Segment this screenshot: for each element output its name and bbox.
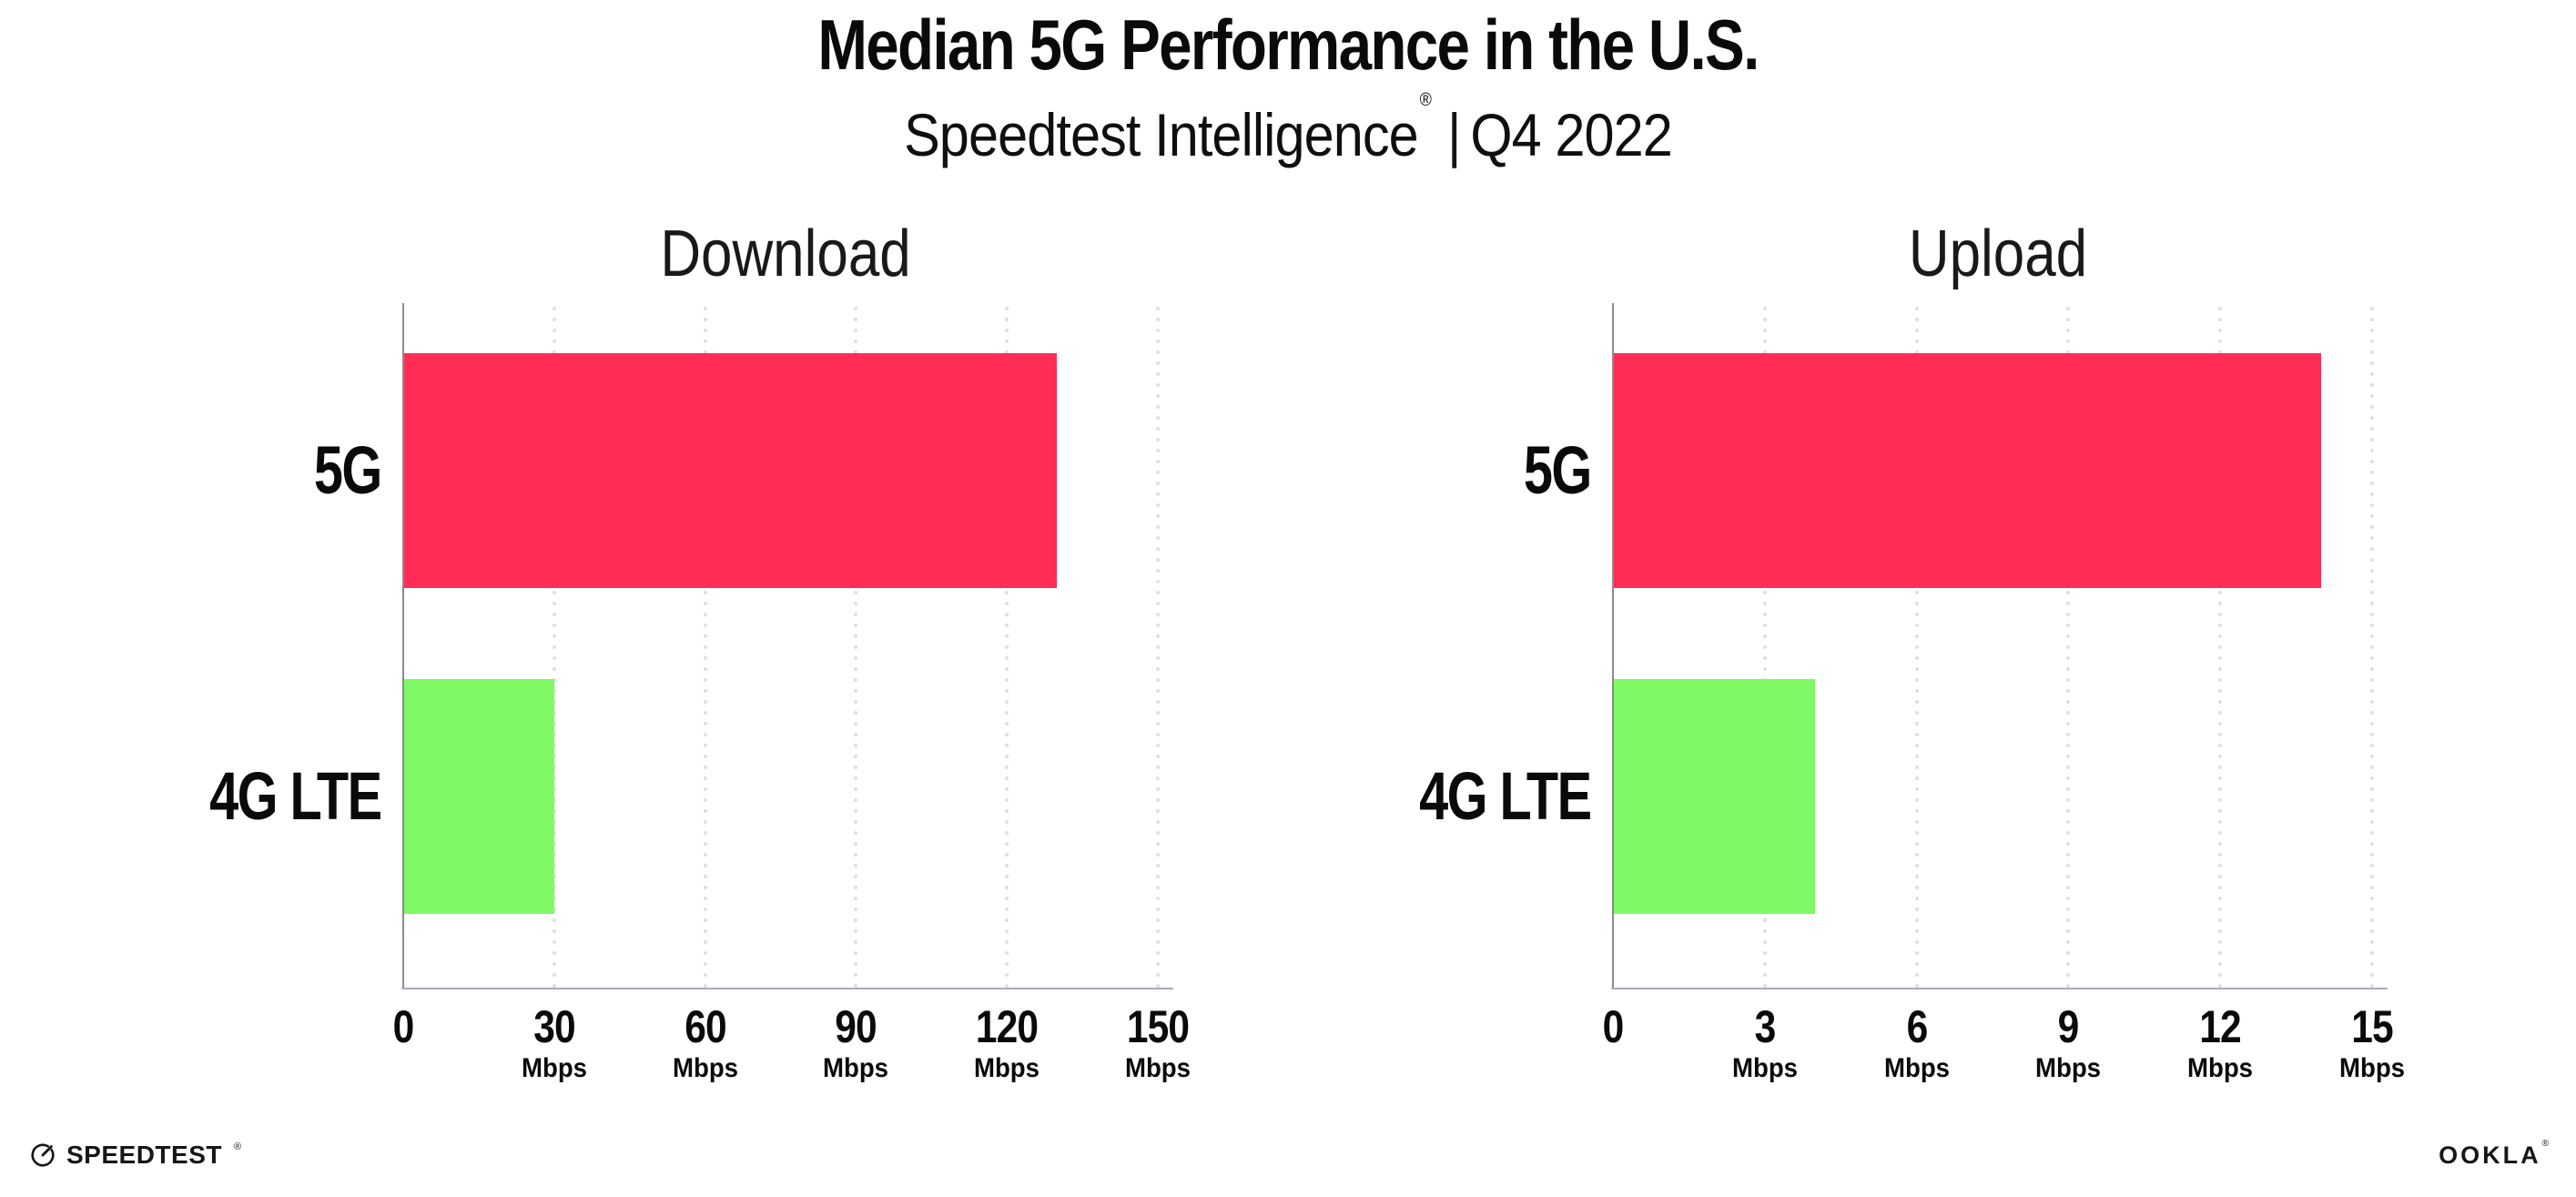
speedtest-logo: SPEEDTEST ® bbox=[29, 1141, 241, 1169]
x-tick-9: 9 Mbps bbox=[2033, 1004, 2104, 1082]
x-tick-unit: Mbps bbox=[823, 1053, 889, 1083]
x-tick-3: 3 Mbps bbox=[1729, 1004, 1800, 1082]
gridline-9 bbox=[2066, 303, 2071, 988]
x-tick-6: 6 Mbps bbox=[1881, 1004, 1952, 1082]
x-tick-value: 12 bbox=[2199, 1001, 2241, 1052]
x-tick-unit: Mbps bbox=[2035, 1053, 2102, 1083]
x-tick-unit: Mbps bbox=[672, 1053, 738, 1083]
subtitle-separator: | bbox=[1446, 101, 1461, 168]
x-tick-value: 3 bbox=[1754, 1001, 1776, 1052]
x-axis-line bbox=[1611, 988, 2388, 989]
x-tick-value: 60 bbox=[684, 1001, 726, 1052]
x-tick-90: 90 Mbps bbox=[820, 1004, 891, 1082]
gridline-30 bbox=[552, 303, 556, 988]
ookla-registered-mark: ® bbox=[2541, 1139, 2549, 1149]
subtitle-period: Q4 2022 bbox=[1470, 101, 1672, 168]
category-label-4g-lte: 4G LTE bbox=[1419, 758, 1593, 834]
gridline-150 bbox=[1155, 303, 1160, 988]
download-chart-panel: Download 5G 4G LTE 0 30 Mbps 60 Mbps 90 Mbps 120 Mb… bbox=[210, 221, 1191, 1082]
x-tick-unit: Mbps bbox=[1124, 1053, 1191, 1083]
x-tick-0: 0 bbox=[391, 1004, 416, 1050]
x-tick-120: 120 Mbps bbox=[970, 1004, 1043, 1082]
gridline-90 bbox=[854, 303, 858, 988]
gridline-6 bbox=[1914, 303, 1919, 988]
bar-4g-lte bbox=[403, 679, 554, 914]
x-tick-unit: Mbps bbox=[521, 1053, 587, 1083]
x-tick-value: 0 bbox=[1602, 1001, 1625, 1052]
category-label-5g: 5G bbox=[314, 432, 382, 508]
x-tick-value: 150 bbox=[1126, 1001, 1190, 1052]
gridline-12 bbox=[2218, 303, 2223, 988]
category-label-5g: 5G bbox=[1524, 432, 1592, 508]
x-tick-unit: Mbps bbox=[2187, 1053, 2254, 1083]
x-tick-value: 6 bbox=[1906, 1001, 1928, 1052]
x-tick-unit: Mbps bbox=[1731, 1053, 1798, 1083]
figure-title: Median 5G Performance in the U.S. bbox=[817, 5, 1760, 85]
x-tick-12: 12 Mbps bbox=[2185, 1004, 2256, 1082]
gridline-15 bbox=[2369, 303, 2374, 988]
x-tick-value: 90 bbox=[835, 1001, 877, 1052]
x-tick-unit: Mbps bbox=[1883, 1053, 1950, 1083]
panel-title-download: Download bbox=[660, 218, 911, 290]
x-tick-value: 30 bbox=[532, 1001, 575, 1052]
gridline-120 bbox=[1005, 303, 1009, 988]
speedtest-registered-mark: ® bbox=[233, 1141, 242, 1152]
x-tick-value: 120 bbox=[975, 1001, 1039, 1052]
ookla-wordmark: OOKLA bbox=[2439, 1141, 2541, 1169]
y-axis-line bbox=[1612, 303, 1614, 988]
x-tick-unit: Mbps bbox=[974, 1053, 1040, 1083]
x-tick-60: 60 Mbps bbox=[669, 1004, 740, 1082]
panel-title-upload: Upload bbox=[1908, 218, 2087, 290]
bar-5g bbox=[403, 353, 1058, 588]
ookla-logo: OOKLA ® bbox=[2439, 1139, 2549, 1169]
x-tick-15: 15 Mbps bbox=[2337, 1004, 2408, 1082]
x-tick-150: 150 Mbps bbox=[1121, 1004, 1194, 1082]
y-axis-line bbox=[402, 303, 404, 988]
bar-5g bbox=[1613, 353, 2322, 588]
x-tick-value: 9 bbox=[2057, 1001, 2080, 1052]
x-tick-unit: Mbps bbox=[2338, 1053, 2405, 1083]
figure-subtitle: Speedtest Intelligence® | Q4 2022 bbox=[129, 91, 2448, 168]
category-label-4g-lte: 4G LTE bbox=[209, 758, 383, 834]
gridline-3 bbox=[1762, 303, 1767, 988]
speedtest-gauge-icon bbox=[29, 1141, 56, 1169]
x-tick-value: 15 bbox=[2351, 1001, 2393, 1052]
upload-chart-panel: Upload 5G 4G LTE 0 3 Mbps 6 Mbps 9 Mbps 12 Mbps 15 Mb… bbox=[1420, 221, 2405, 1082]
x-axis-line bbox=[401, 988, 1173, 989]
speedtest-wordmark: SPEEDTEST bbox=[66, 1141, 222, 1169]
gridline-60 bbox=[703, 303, 707, 988]
x-tick-0: 0 bbox=[1601, 1004, 1626, 1050]
x-tick-30: 30 Mbps bbox=[519, 1004, 590, 1082]
bar-4g-lte bbox=[1613, 679, 1816, 914]
x-tick-value: 0 bbox=[392, 1001, 415, 1052]
subtitle-brand: Speedtest Intelligence bbox=[904, 101, 1419, 168]
registered-trademark-mark: ® bbox=[1419, 90, 1432, 110]
